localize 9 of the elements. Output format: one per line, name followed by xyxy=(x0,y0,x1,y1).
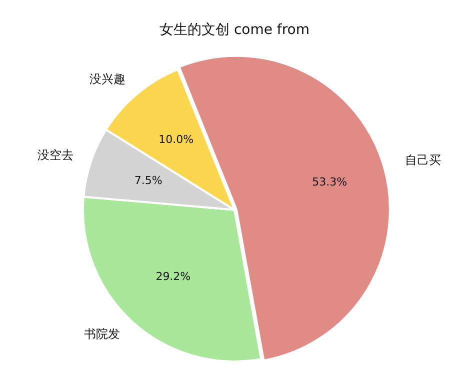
slice-label: 书院发 xyxy=(84,327,120,342)
data-label: 53.3% xyxy=(312,175,348,188)
data-label: 10.0% xyxy=(158,133,194,146)
data-label: 29.2% xyxy=(156,270,191,283)
slice-label: 没空去 xyxy=(38,148,74,162)
data-label: 7.5% xyxy=(134,174,162,187)
slice-label: 自己买 xyxy=(405,152,442,167)
chart-title: 女生的文创 come from xyxy=(160,22,310,38)
slice-label: 没兴趣 xyxy=(89,72,126,86)
